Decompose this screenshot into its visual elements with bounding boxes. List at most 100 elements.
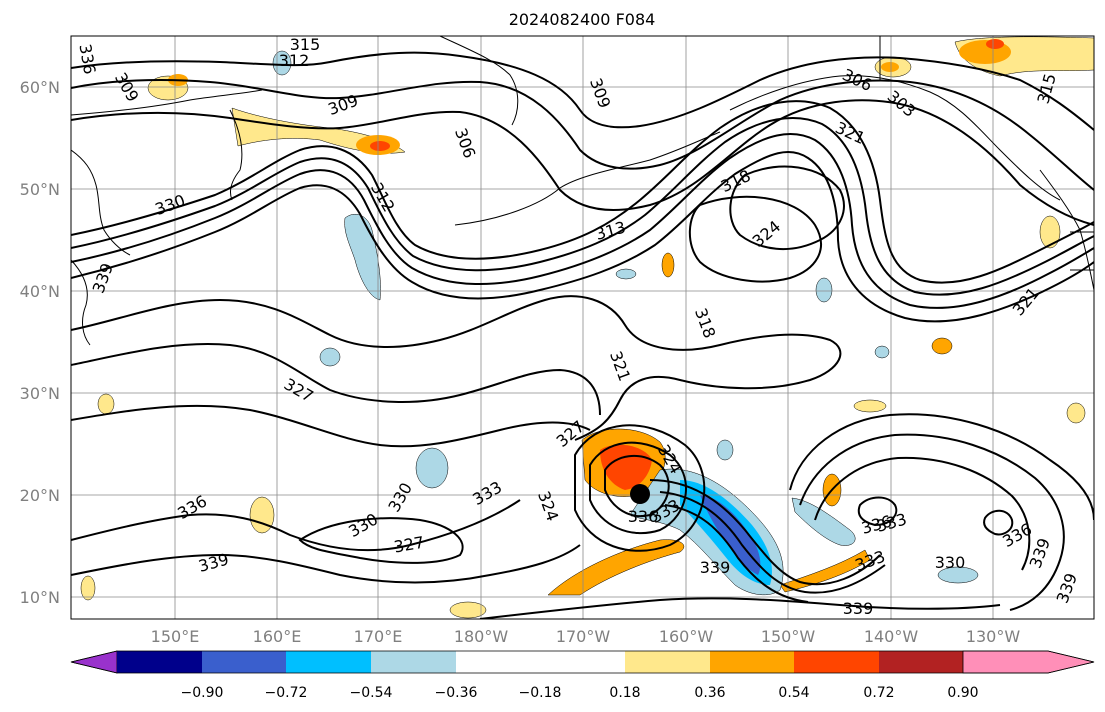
- lon-label: 140°W: [864, 627, 919, 646]
- lat-label: 10°N: [20, 588, 60, 607]
- shading-negative: [272, 50, 979, 596]
- colorbar-segment: [371, 651, 456, 673]
- colorbar-tick: 0.90: [947, 685, 978, 701]
- shade-neg-scatter-3: [415, 447, 449, 489]
- colorbar-outline: [70, 650, 1095, 674]
- lon-label: 180°W: [454, 627, 509, 646]
- coast-kamchatka: [71, 149, 131, 256]
- contour-south-2: [71, 544, 581, 584]
- contour-east-high-1: [789, 413, 1094, 521]
- shade-neg-scatter-6: [937, 566, 979, 584]
- shade-pos-scatter-5: [97, 393, 115, 415]
- contour-tc-tail-3: [664, 504, 809, 603]
- lon-label: 170°E: [354, 627, 403, 646]
- shade-pos-scatter-10: [1039, 215, 1061, 249]
- colorbar-tick: −0.90: [181, 685, 224, 701]
- lat-label: 20°N: [20, 486, 60, 505]
- contour-east-high-inner: [983, 509, 1014, 536]
- contour-label: 315: [290, 35, 321, 54]
- lon-label: 170°W: [556, 627, 611, 646]
- contour-tc-tail-1: [649, 479, 881, 586]
- coast-north-russia: [71, 89, 263, 116]
- colorbar-tick: 0.54: [778, 685, 809, 701]
- shade-pos-south-band: [547, 539, 685, 596]
- contour-tc-ring-1: [604, 454, 670, 518]
- shade-pos-scatter-6: [80, 575, 96, 601]
- colorbar-segment: [710, 651, 794, 673]
- lat-label: 40°N: [20, 282, 60, 301]
- contour-south-3: [298, 517, 464, 564]
- colorbar-segment: [456, 651, 540, 673]
- contour-mid-1: [71, 295, 842, 441]
- shade-neg-scatter-7: [615, 268, 637, 280]
- colorbar-extend-left: [70, 650, 118, 674]
- colorbar-segment: [286, 651, 371, 673]
- colorbar-segment: [794, 651, 879, 673]
- lat-label: 60°N: [20, 78, 60, 97]
- contour-label: 339: [843, 599, 874, 618]
- shade-neg-scatter-4: [716, 439, 734, 461]
- map-frame: [70, 35, 1095, 620]
- colorbar-tick: −0.72: [265, 685, 308, 701]
- contour-mid-2: [71, 343, 601, 416]
- shade-pos-ne-small-core: [881, 62, 899, 72]
- colorbar-tick: −0.18: [519, 685, 562, 701]
- contour-tc-tail-2: [659, 491, 886, 594]
- contour-north-3: [71, 99, 1094, 226]
- shade-pos-ne-core2: [986, 39, 1004, 49]
- contour-east-low: [857, 496, 898, 527]
- coast-alaska: [729, 75, 1061, 201]
- shade-pos-scatter-4: [1066, 402, 1086, 424]
- colorbar-segment: [879, 651, 963, 673]
- lat-label: 30°N: [20, 384, 60, 403]
- contour-jet-3: [71, 133, 1094, 309]
- shade-neg-scatter-5: [272, 50, 292, 76]
- colorbar-segment: [540, 651, 625, 673]
- contour-east-high-3: [814, 456, 1031, 571]
- lon-label: 130°W: [966, 627, 1021, 646]
- contour-jet-2: [71, 117, 1094, 296]
- contour-low-ring-2: [688, 195, 822, 283]
- lon-label: 160°E: [253, 627, 302, 646]
- shade-pos-east-band: [779, 549, 871, 593]
- shade-pos-jet-core-strong: [370, 141, 390, 151]
- contour-mid-3: [71, 404, 591, 448]
- colorbar-tick: −0.36: [435, 685, 478, 701]
- cyclone-center: [630, 484, 650, 504]
- shade-pos-scatter-3: [661, 252, 675, 278]
- figure-title: 2024082400 F084: [509, 10, 656, 29]
- lon-label: 150°E: [151, 627, 200, 646]
- contour-label: 330: [935, 553, 966, 572]
- lon-axis: 150°E 160°E 170°E 180°W 170°W 160°W 150°…: [151, 627, 1021, 646]
- contours: [71, 51, 1094, 619]
- contour-east-high-2: [799, 433, 1065, 611]
- contour-jet-4: [71, 151, 1094, 323]
- coast-west-edge: [71, 259, 91, 346]
- contour-tc-ring-3: [574, 424, 706, 552]
- contour-north-1: [71, 51, 1094, 131]
- lon-label: 150°W: [761, 627, 816, 646]
- coast-kamchatka-2: [229, 109, 243, 201]
- shade-pos-scatter-9: [853, 399, 887, 413]
- contour-south-bottom: [479, 597, 1001, 619]
- colorbar-tick: 0.36: [694, 685, 725, 701]
- contour-jet-1: [71, 100, 1094, 284]
- colorbar-tick: −0.54: [350, 685, 393, 701]
- colorbar-tick: 0.72: [863, 685, 894, 701]
- lon-label: 160°W: [659, 627, 714, 646]
- shade-pos-scatter-7: [449, 601, 487, 619]
- coast-aleutians: [454, 131, 721, 226]
- colorbar-segment: [117, 651, 202, 673]
- map-panel: 315 312 309 309 306 309 306 303 315 321 …: [71, 35, 1094, 619]
- coast-bering-west: [439, 36, 519, 126]
- shade-pos-scatter-2: [931, 337, 953, 355]
- colorbar-tick: 0.18: [609, 685, 640, 701]
- contour-south-1: [71, 499, 521, 552]
- contour-label: 312: [279, 51, 310, 70]
- shade-neg-scatter-2: [319, 347, 341, 367]
- lat-axis: 60°N 50°N 40°N 30°N 20°N 10°N: [20, 78, 60, 607]
- colorbar-extend-right: [962, 650, 1095, 674]
- shade-neg-scatter-1: [815, 277, 833, 303]
- contour-label: 336: [628, 507, 659, 526]
